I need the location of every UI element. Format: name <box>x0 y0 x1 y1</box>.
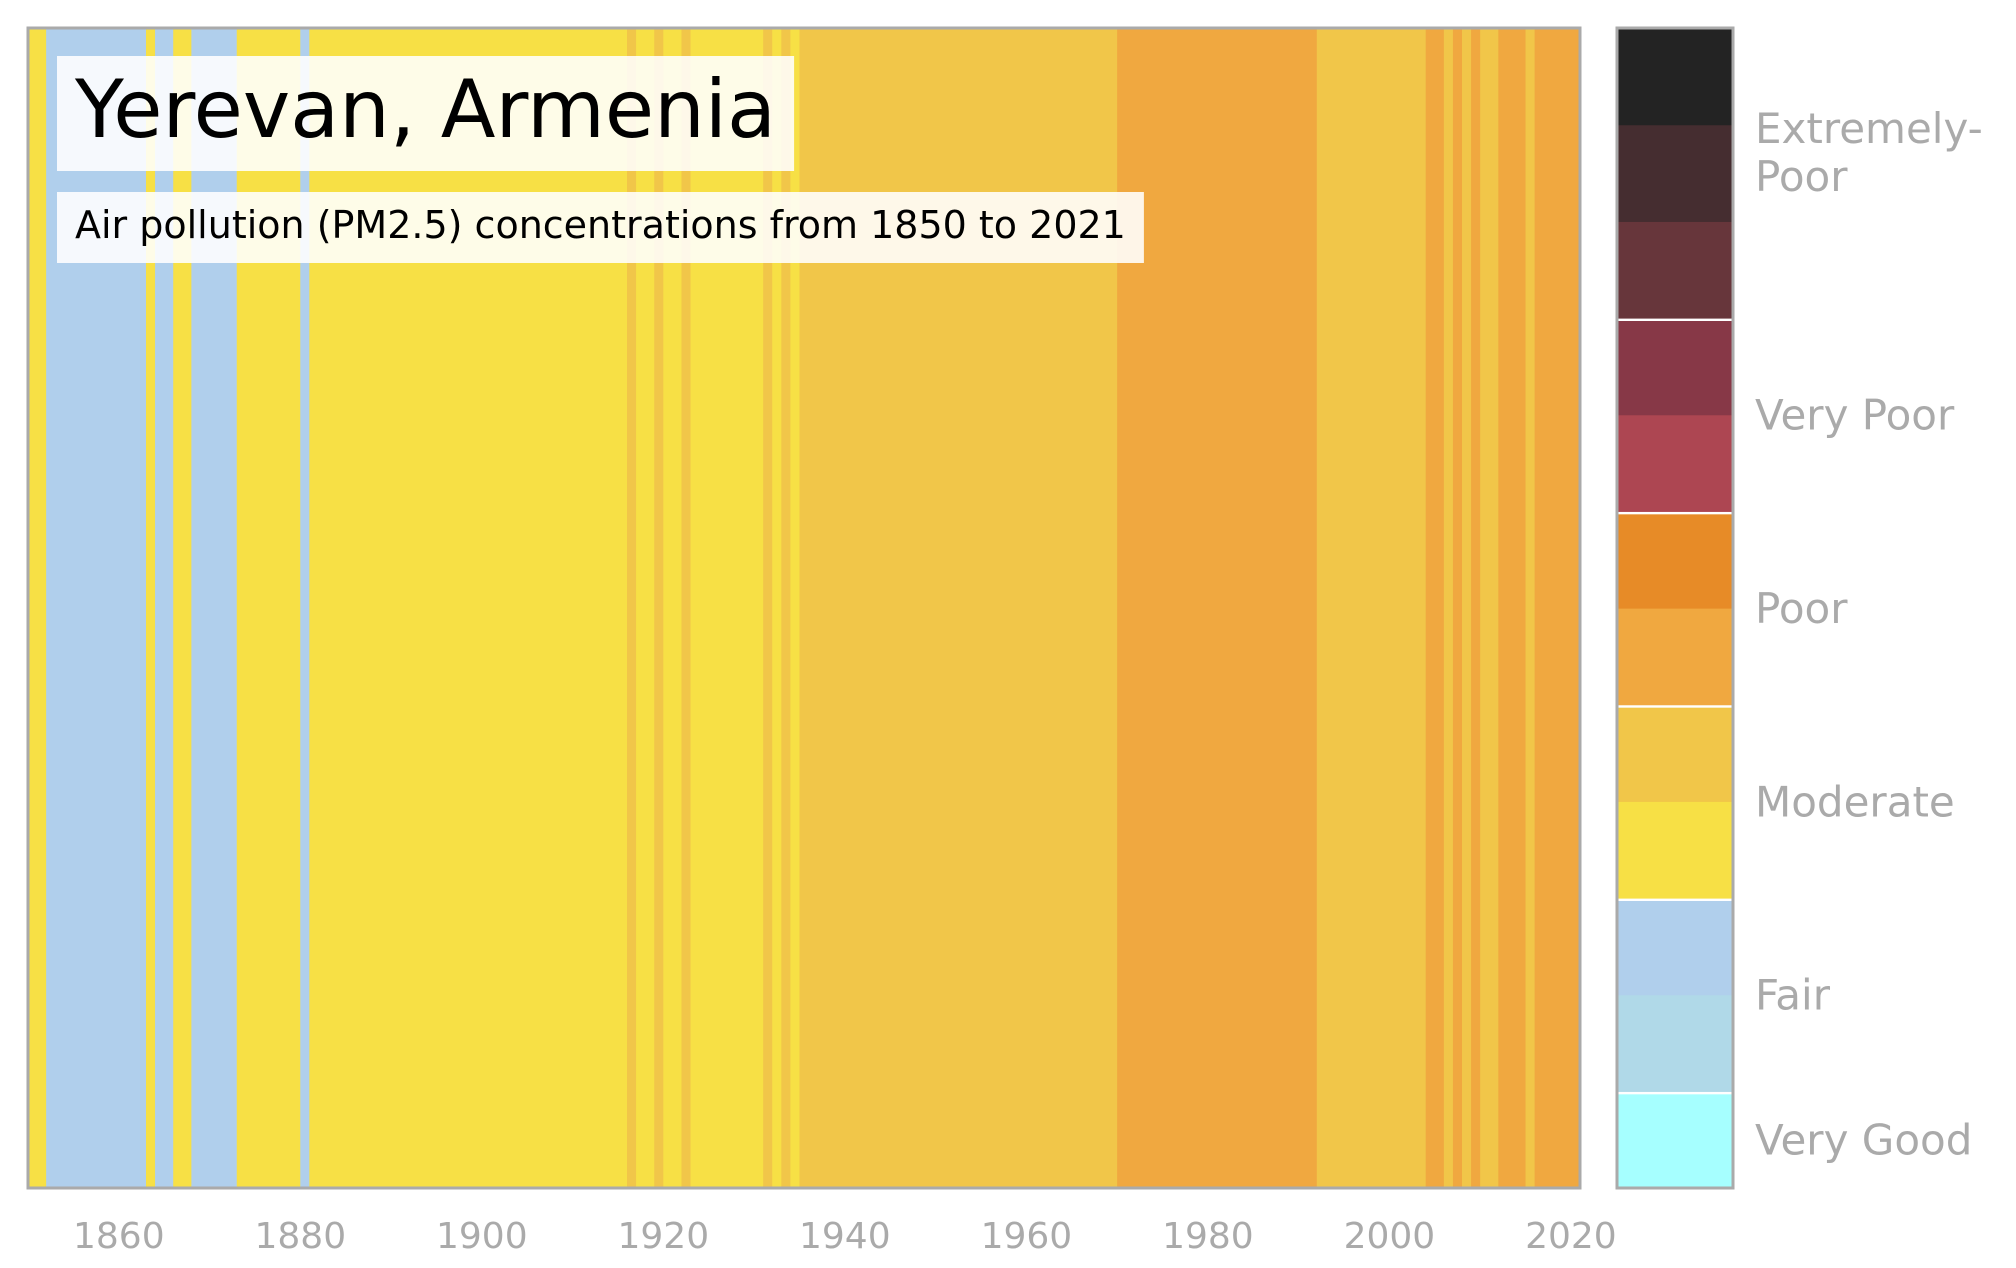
plot-frame <box>26 26 1582 1190</box>
legend-label: Moderate <box>1755 777 1955 826</box>
subtitle-box: Air pollution (PM2.5) concentrations fro… <box>57 192 1144 263</box>
legend-swatch <box>1617 704 1733 802</box>
legend-swatch <box>1617 28 1733 126</box>
stripe-1920 <box>663 28 683 1188</box>
x-tick-label: 1960 <box>981 1216 1073 1257</box>
legend-swatch <box>1617 221 1733 319</box>
x-tick-label: 1880 <box>254 1216 346 1257</box>
legend-swatch <box>1617 414 1733 512</box>
legend-label: Extremely-Poor <box>1755 104 1983 201</box>
stripe-1932 <box>772 28 782 1188</box>
title-box: Yerevan, Armenia <box>57 56 795 171</box>
x-tick-label: 1860 <box>73 1216 165 1257</box>
stripe-1863 <box>145 28 156 1188</box>
x-tick-label: 1940 <box>799 1216 891 1257</box>
stripe-2012 <box>1498 28 1527 1188</box>
x-tick-label: 1980 <box>1162 1216 1254 1257</box>
subtitle-background <box>57 192 1144 263</box>
stripe-2004 <box>1425 28 1445 1188</box>
stripe-1880 <box>300 28 310 1188</box>
stripe-2009 <box>1471 28 1481 1188</box>
legend-label: Very Poor <box>1755 391 1955 440</box>
stripe-1866 <box>173 28 192 1188</box>
x-tick-label: 2020 <box>1525 1216 1617 1257</box>
legend-swatch <box>1617 318 1733 416</box>
stripe-2008 <box>1462 28 1472 1188</box>
stripe-1931 <box>763 28 773 1188</box>
title-background <box>57 56 795 171</box>
legend-swatch <box>1617 511 1733 609</box>
legend-label: Poor <box>1755 584 1848 633</box>
stripe-1864 <box>155 28 174 1188</box>
stripe-1922 <box>681 28 692 1188</box>
x-axis-ticks: 1860 1880 1900 1920 1940 1960 1980 2000 2020 <box>73 1216 1617 1257</box>
stripe-1916 <box>627 28 637 1188</box>
stripe-2007 <box>1452 28 1463 1188</box>
stripe-2016 <box>1534 28 1581 1188</box>
chart-subtitle: Air pollution (PM2.5) concentrations fro… <box>75 203 1126 247</box>
stripe-2006 <box>1443 28 1454 1188</box>
legend-label: Very Good <box>1755 1116 1972 1165</box>
legend-swatch <box>1617 608 1733 706</box>
legend-swatch <box>1617 994 1733 1092</box>
stripe-1992 <box>1316 28 1427 1188</box>
stripe-1970 <box>1117 28 1318 1188</box>
stripe-1917 <box>636 28 655 1188</box>
stripe-1934 <box>790 28 801 1188</box>
color-legend: Very Good Fair Moderate Poor Very Poor Extrem… <box>1615 26 1983 1190</box>
stripe-2010 <box>1480 28 1499 1188</box>
x-tick-label: 1920 <box>617 1216 709 1257</box>
legend-swatch <box>1617 124 1733 222</box>
legend-swatch <box>1617 1091 1733 1189</box>
chart-title: Yerevan, Armenia <box>74 63 776 156</box>
stripe-1933 <box>781 28 791 1188</box>
legend-swatch <box>1617 801 1733 899</box>
x-tick-label: 1900 <box>436 1216 528 1257</box>
stripe-1850 <box>28 28 47 1188</box>
stripe-2015 <box>1525 28 1536 1188</box>
legend-swatch <box>1617 898 1733 996</box>
stripe-1919 <box>654 28 664 1188</box>
legend-label: Fair <box>1755 971 1831 1020</box>
x-tick-label: 2000 <box>1344 1216 1436 1257</box>
legend-frame <box>1615 26 1735 1190</box>
